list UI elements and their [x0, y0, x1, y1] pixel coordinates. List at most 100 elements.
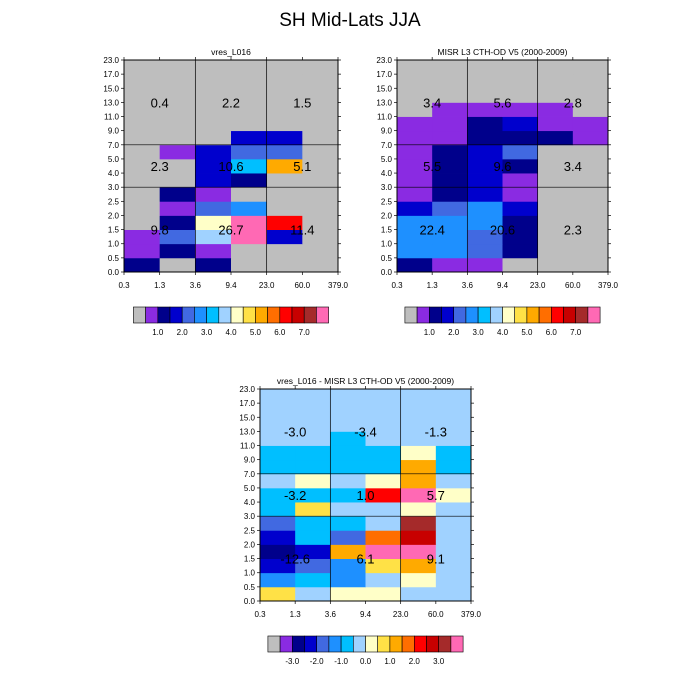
y-tick-label: 7.0 [244, 470, 256, 479]
heatmap-cell [537, 257, 574, 273]
colorbar-box [267, 635, 281, 653]
colorbar-box [291, 635, 305, 653]
group-value-label: -3.4 [354, 424, 376, 439]
x-tick-label: 60.0 [428, 610, 444, 619]
heatmap-cell [159, 74, 196, 89]
heatmap-cell [400, 586, 437, 602]
heatmap-cell [400, 389, 437, 404]
heatmap-cell [195, 187, 232, 202]
heatmap-cell [397, 187, 433, 202]
heatmap-cell [397, 243, 433, 259]
group-value-label: -1.3 [425, 424, 447, 439]
x-tick-label: 0.3 [391, 281, 403, 290]
heatmap-cell [302, 144, 339, 160]
group-value-label: 20.6 [490, 223, 515, 238]
heatmap-cell [124, 60, 161, 75]
heatmap-cell [432, 102, 468, 117]
heatmap-cell [260, 459, 296, 475]
y-tick-label: 7.0 [381, 141, 393, 150]
heatmap-cell [365, 431, 402, 446]
heatmap-cell [330, 544, 366, 559]
colorbar-box [303, 306, 317, 324]
heatmap-cell [260, 389, 296, 404]
y-tick-label: 2.0 [244, 540, 256, 549]
colorbar-box [377, 635, 391, 653]
heatmap-cell [365, 544, 402, 559]
y-tick-label: 4.0 [244, 498, 256, 507]
heatmap-cell [435, 502, 472, 517]
colorbar-box [563, 306, 576, 324]
heatmap-cell [159, 144, 196, 160]
colorbar-box [218, 306, 232, 324]
heatmap-cell [502, 88, 539, 103]
y-tick-label: 1.5 [108, 226, 120, 235]
heatmap-cell [435, 516, 472, 531]
heatmap-cell [365, 459, 402, 475]
heatmap-cell [330, 487, 366, 503]
x-tick-label: 23.0 [393, 610, 409, 619]
y-tick-label: 23.0 [239, 385, 255, 394]
heatmap-cell [432, 74, 468, 89]
heatmap-cell [231, 60, 268, 75]
y-tick-label: 23.0 [376, 56, 392, 65]
heatmap-cell [260, 445, 296, 461]
y-tick-label: 5.0 [244, 484, 256, 493]
heatmap-cell [537, 187, 574, 202]
heatmap-cell [537, 144, 574, 160]
colorbar-label: 1.0 [152, 328, 164, 337]
heatmap-cell [260, 473, 296, 489]
y-tick-label: 17.0 [239, 399, 255, 408]
group-value-label: 6.1 [356, 552, 374, 567]
heatmap-cell [432, 257, 468, 273]
heatmap-cell [124, 229, 161, 245]
heatmap-cell [432, 158, 468, 174]
heatmap-cell [330, 459, 366, 475]
y-tick-label: 9.0 [244, 456, 256, 465]
heatmap-cell [330, 431, 366, 446]
colorbar-box [441, 306, 454, 324]
group-value-label: 2.2 [222, 95, 240, 110]
heatmap-cell [159, 158, 196, 174]
heatmap-cell [231, 88, 268, 103]
colorbar-box [242, 306, 256, 324]
colorbar-label: 3.0 [433, 657, 445, 666]
heatmap-cell [124, 130, 161, 146]
group-value-label: 9.8 [151, 223, 169, 238]
group-value-label: -3.2 [284, 488, 306, 503]
heatmap-cell [260, 487, 296, 503]
heatmap-cell [432, 215, 468, 230]
heatmap-cell [572, 215, 609, 230]
heatmap-cell [397, 229, 433, 245]
colorbar-label: 3.0 [201, 328, 213, 337]
heatmap-cell [572, 243, 609, 259]
heatmap-cell [537, 116, 574, 132]
heatmap-cell [537, 130, 574, 146]
colorbar-box [428, 306, 442, 324]
heatmap-cell [295, 516, 331, 531]
heatmap-cell [537, 215, 574, 230]
heatmap-cell [467, 60, 503, 75]
heatmap-cell [124, 144, 161, 160]
y-tick-label: 1.5 [244, 555, 256, 564]
y-tick-label: 1.0 [244, 569, 256, 578]
heatmap-cell [537, 102, 574, 117]
heatmap-cell [502, 187, 539, 202]
heatmap-cell [467, 130, 503, 146]
heatmap-cell [159, 187, 196, 202]
heatmap-cell [159, 215, 196, 230]
colorbar-box [489, 306, 503, 324]
heatmap-cell [432, 201, 468, 216]
heatmap-cell [295, 558, 331, 574]
heatmap-cell [400, 530, 437, 545]
y-tick-label: 2.5 [381, 197, 393, 206]
heatmap-cell [432, 88, 468, 103]
colorbar-box [133, 306, 146, 324]
heatmap-cell [435, 586, 472, 602]
heatmap-cell [195, 88, 232, 103]
colorbar-box [316, 635, 330, 653]
colorbar-label: 5.0 [521, 328, 533, 337]
colorbar-box [389, 635, 403, 653]
heatmap-cell [159, 102, 196, 117]
colorbar-box [145, 306, 159, 324]
colorbar-label: -3.0 [285, 657, 299, 666]
